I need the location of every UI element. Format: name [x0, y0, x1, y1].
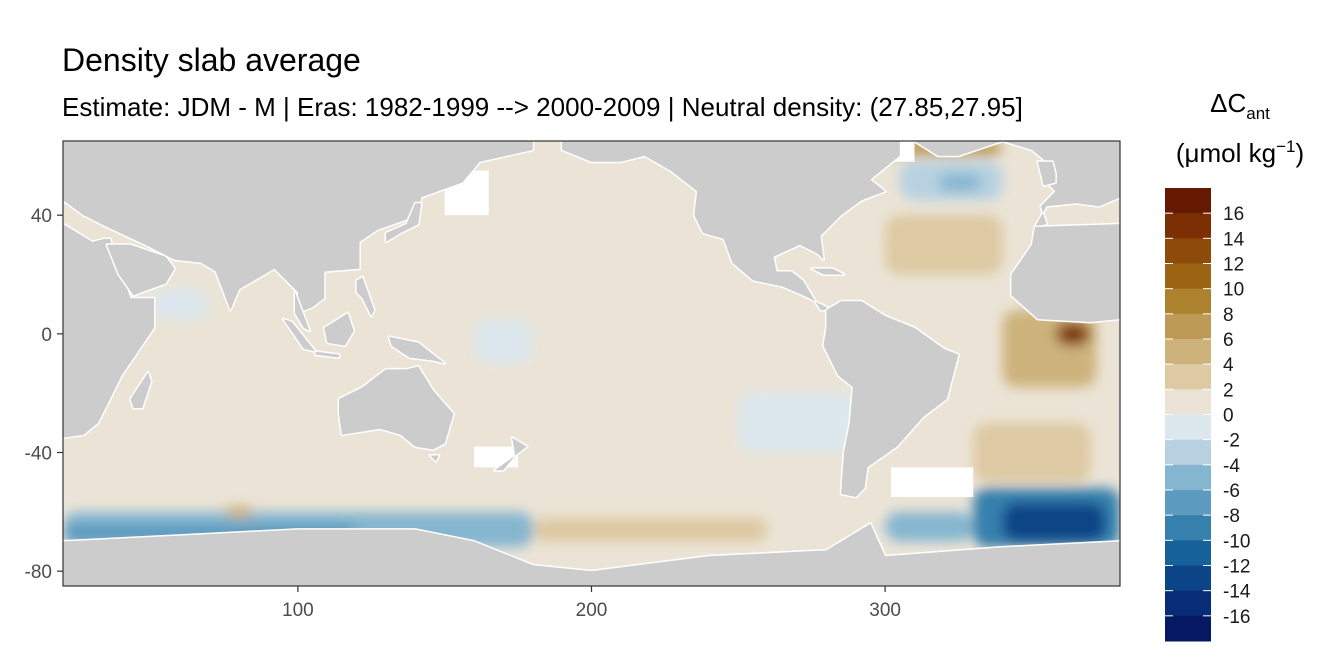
legend-title-subscript: ant — [1246, 104, 1270, 123]
colorbar-bin-3 — [1165, 263, 1211, 290]
anomaly-region-8 — [474, 319, 533, 364]
land-polygon-0 — [63, 222, 156, 440]
land-polygon-12 — [493, 436, 529, 472]
colorbar-label-3: 10 — [1223, 280, 1244, 301]
colorbar-bin-11 — [1165, 464, 1211, 491]
chart-title: Density slab average — [62, 42, 361, 78]
colorbar-label-15: -14 — [1223, 582, 1251, 603]
anomaly-region-17 — [224, 505, 254, 518]
land-polygon-15 — [810, 267, 846, 276]
colorbar-label-5: 6 — [1223, 330, 1234, 351]
colorbar-bin-13 — [1165, 515, 1211, 541]
colorbar-bin-7 — [1165, 364, 1211, 390]
land-polygon-7 — [314, 350, 341, 360]
colorbar-bin-6 — [1165, 339, 1211, 365]
colorbar-bin-0 — [1165, 188, 1211, 214]
anomaly-region-7 — [151, 289, 210, 319]
y-tick-label-2: -40 — [25, 444, 52, 465]
colorbar-legend: ΔCant (μmol kg−1) 16 14 12 10 8 6 4 2 0 -2 -4 -6 -8 -… — [1165, 88, 1304, 642]
colorbar-label-16: -16 — [1223, 607, 1250, 628]
land-polygon-1 — [105, 243, 177, 297]
y-tick-label-0: 40 — [31, 206, 52, 227]
colorbar-bin-16 — [1165, 590, 1211, 617]
land-polygon-19 — [1036, 160, 1057, 187]
colorbar-bin-2 — [1165, 238, 1211, 264]
colorbar-label-14: -12 — [1223, 557, 1250, 578]
land-layer — [63, 141, 1120, 586]
x-axis: 100 200 300 — [282, 586, 901, 621]
colorbar-label-11: -6 — [1223, 481, 1240, 502]
land-polygon-20 — [1009, 222, 1120, 324]
colorbar-bin-17 — [1165, 615, 1211, 642]
anomaly-region-3 — [1002, 502, 1106, 542]
chart-subtitle: Estimate: JDM - M | Eras: 1982-1999 --> … — [62, 92, 1023, 122]
land-polygon-16 — [822, 299, 960, 499]
legend-unit-open: (μmol kg — [1176, 138, 1276, 168]
colorbar-label-9: -2 — [1223, 431, 1240, 452]
x-tick-label-2: 300 — [869, 600, 901, 621]
colorbar-label-6: 4 — [1223, 355, 1234, 376]
legend-unit: (μmol kg−1) — [1176, 137, 1304, 168]
colorbar-label-10: -4 — [1223, 456, 1240, 477]
y-axis: 40 0 -40 -80 — [25, 206, 63, 583]
land-polygon-4 — [384, 201, 423, 244]
y-tick-label-1: 0 — [41, 325, 52, 346]
colorbar-label-1: 14 — [1223, 229, 1245, 250]
no-data-region-0 — [890, 467, 974, 497]
colorbar-label-12: -8 — [1223, 506, 1240, 527]
land-polygon-9 — [387, 335, 447, 365]
land-polygon-17 — [913, 141, 1005, 158]
x-tick-label-0: 100 — [282, 600, 314, 621]
legend-unit-close: ) — [1295, 138, 1304, 168]
colorbar-label-0: 16 — [1223, 204, 1244, 225]
anomaly-region-13 — [885, 215, 1003, 275]
colorbar-bin-5 — [1165, 313, 1211, 340]
colorbar-bin-15 — [1165, 565, 1211, 592]
colorbar-label-13: -10 — [1223, 531, 1250, 552]
anomaly-region-12 — [1064, 330, 1082, 340]
land-polygon-8 — [355, 276, 376, 318]
map-panel — [63, 141, 1120, 586]
colorbar-bin-4 — [1165, 288, 1211, 315]
anomaly-region-16 — [532, 517, 768, 542]
x-tick-label-1: 200 — [576, 600, 608, 621]
land-polygon-11 — [428, 454, 441, 463]
legend-unit-superscript: −1 — [1276, 137, 1295, 156]
colorbar-label-4: 8 — [1223, 305, 1234, 326]
anomaly-region-6 — [937, 173, 983, 192]
land-polygon-10 — [337, 365, 455, 451]
colorbar-bin-10 — [1165, 439, 1211, 466]
colorbar-bin-14 — [1165, 540, 1211, 566]
anomaly-region-9 — [738, 393, 856, 453]
colorbar-bin-9 — [1165, 414, 1211, 441]
land-polygon-13 — [129, 370, 153, 410]
y-tick-label-3: -80 — [25, 562, 52, 583]
anomaly-region-4 — [885, 511, 974, 542]
colorbar-bin-1 — [1165, 213, 1211, 239]
colorbar-label-7: 2 — [1223, 380, 1234, 401]
legend-title-delta: ΔC — [1210, 88, 1246, 118]
colorbar-label-8: 0 — [1223, 406, 1234, 427]
colorbar-labels: 16 14 12 10 8 6 4 2 0 -2 -4 -6 -8 -10 -12 -14 -16 — [1165, 204, 1251, 628]
land-polygon-3 — [293, 290, 312, 333]
anomaly-region-15 — [973, 422, 1091, 483]
land-polygon-21 — [63, 522, 1120, 586]
colorbar-bin-8 — [1165, 389, 1211, 415]
colorbar-bin-12 — [1165, 490, 1211, 516]
legend-title: ΔCant — [1210, 88, 1270, 123]
land-polygon-6 — [322, 311, 356, 348]
colorbar-label-2: 12 — [1223, 255, 1244, 276]
colorbar-bins — [1165, 188, 1211, 642]
